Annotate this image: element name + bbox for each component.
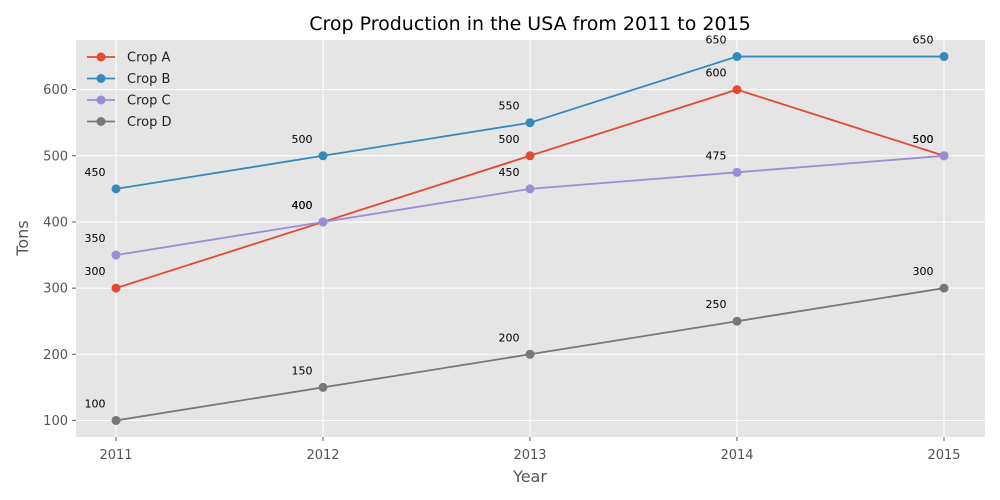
chart-title: Crop Production in the USA from 2011 to … (309, 13, 751, 35)
crop-a-point (732, 85, 742, 95)
y-axis-ticks: 100 200 300 400 500 600 (43, 83, 76, 429)
crop-c-point (318, 217, 328, 227)
y-tick-label: 400 (43, 215, 68, 230)
x-tick-label: 2014 (720, 448, 753, 463)
crop-d-point (732, 316, 742, 326)
crop-b-data-label: 650 (913, 34, 934, 47)
crop-c-point (732, 167, 742, 177)
crop-d-data-label: 250 (706, 298, 727, 311)
crop-a-data-label: 400 (292, 199, 313, 212)
legend-label: Crop C (127, 94, 171, 109)
x-tick-label: 2013 (513, 448, 546, 463)
y-tick-label: 500 (43, 149, 68, 164)
crop-a-point (525, 151, 535, 161)
crop-d-data-label: 200 (499, 331, 520, 344)
crop-b-data-label: 550 (499, 100, 520, 113)
legend: Crop A Crop B Crop C Crop D (87, 51, 171, 130)
crop-b-data-label: 450 (85, 166, 106, 179)
series-layer (111, 52, 949, 425)
crop-d-data-label: 150 (292, 364, 313, 377)
crop-c-data-label: 350 (85, 232, 106, 245)
crop-b-point (939, 52, 949, 62)
crop-d-point (318, 382, 328, 392)
crop-a-point (111, 283, 121, 293)
y-tick-label: 300 (43, 282, 68, 297)
crop-a-data-label: 500 (499, 133, 520, 146)
crop-d-point (939, 283, 949, 293)
x-axis-title: Year (512, 467, 547, 486)
legend-marker (96, 74, 106, 83)
crop-b-data-label: 500 (292, 133, 313, 146)
crop-c-data-label: 400 (292, 199, 313, 212)
y-tick-label: 100 (43, 414, 68, 429)
x-tick-label: 2015 (927, 448, 960, 463)
crop-d-data-label: 100 (85, 397, 106, 410)
legend-label: Crop A (127, 51, 170, 66)
crop-b-point (525, 118, 535, 128)
legend-marker (96, 117, 106, 126)
crop-c-point (525, 184, 535, 194)
x-tick-label: 2012 (306, 448, 339, 463)
crop-b-point (318, 151, 328, 161)
legend-marker (96, 95, 106, 105)
crop-a-data-label: 300 (85, 265, 106, 278)
crop-d-point (111, 415, 121, 425)
y-tick-label: 600 (43, 83, 68, 98)
y-axis-title: Tons (13, 220, 32, 256)
legend-marker (96, 52, 106, 62)
crop-a-data-label: 600 (706, 67, 727, 80)
crop-c-point (111, 250, 121, 260)
crop-c-data-label: 450 (499, 166, 520, 179)
crop-c-data-label: 500 (913, 133, 934, 146)
crop-b-point (732, 52, 742, 62)
crop-c-data-label: 475 (706, 149, 727, 162)
crop-a-data-label: 500 (913, 133, 934, 146)
x-axis-ticks: 2011 2012 2013 2014 2015 (99, 437, 961, 463)
crop-b-data-label: 650 (706, 34, 727, 47)
crop-c-point (939, 151, 949, 161)
legend-label: Crop B (127, 72, 170, 87)
crop-d-point (525, 349, 535, 359)
crop-b-point (111, 184, 121, 194)
x-tick-label: 2011 (99, 448, 132, 463)
y-tick-label: 200 (43, 348, 68, 363)
crop-d-data-label: 300 (913, 265, 934, 278)
legend-label: Crop D (127, 115, 171, 130)
